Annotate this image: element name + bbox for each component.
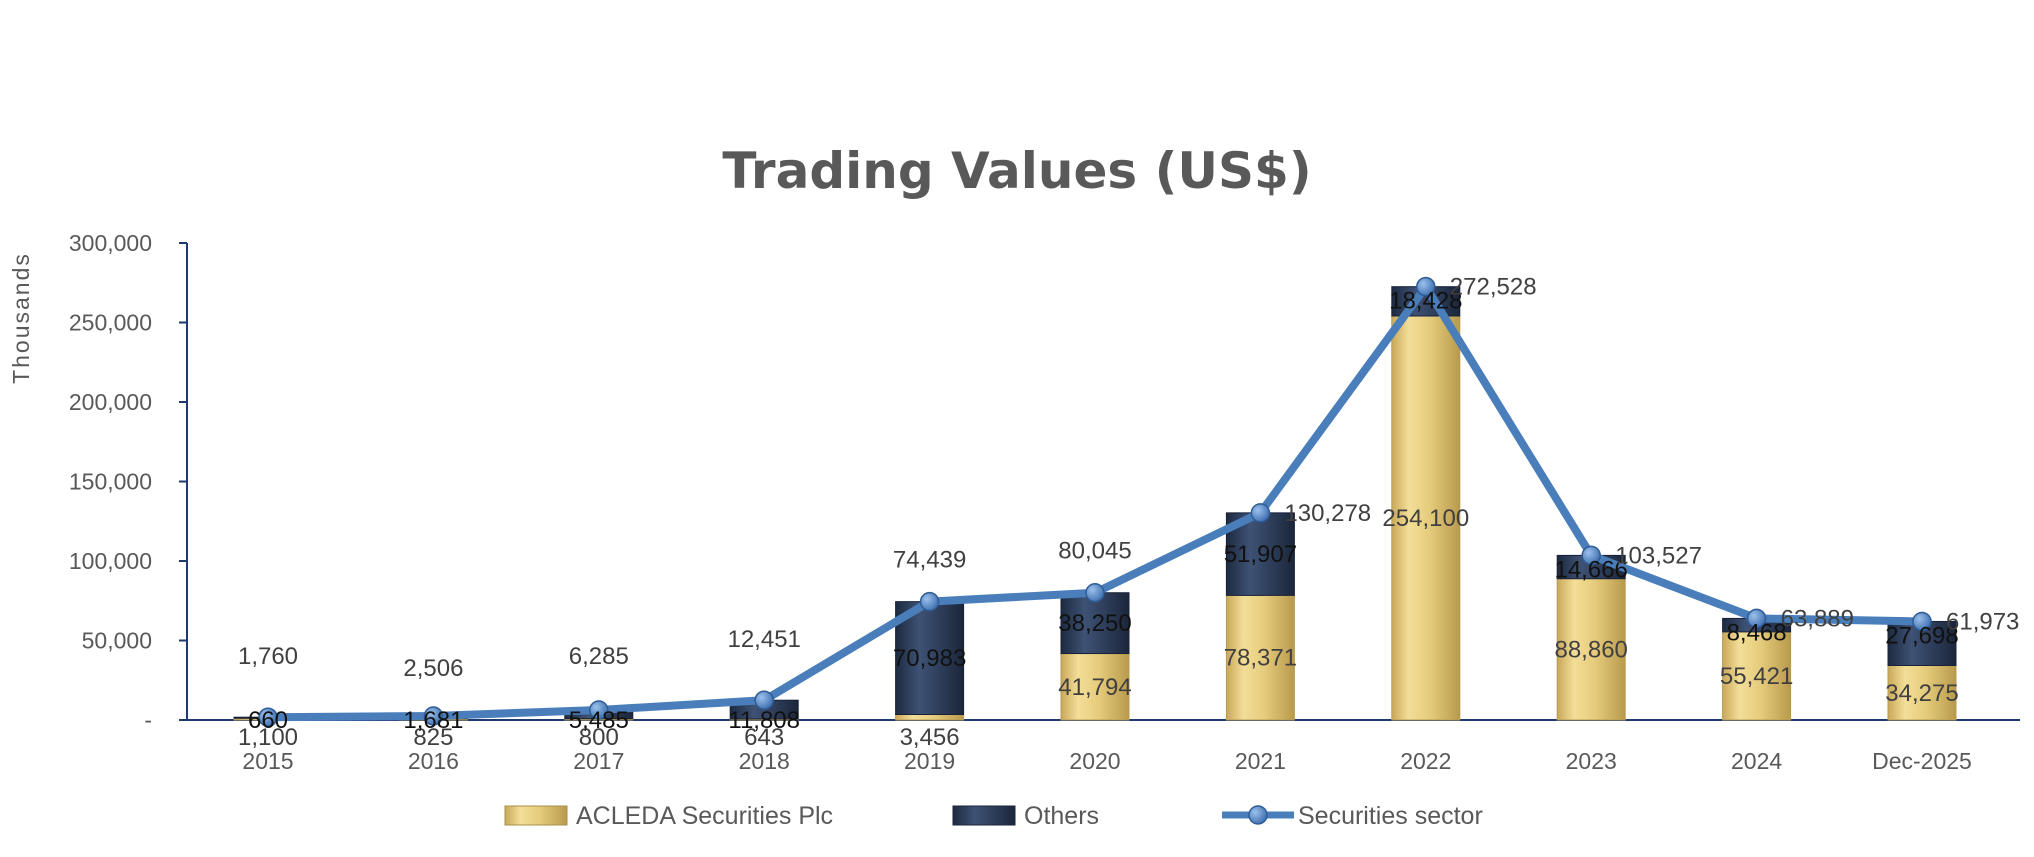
bar-acleda (1225, 594, 1295, 721)
bar-others (1060, 592, 1130, 655)
securities-sector-marker (589, 700, 609, 720)
data-label-others: 18,428 (1389, 288, 1462, 315)
data-label-acleda: 643 (744, 724, 784, 751)
securities-sector-marker (1250, 503, 1271, 523)
chart-title: Trading Values (US$) (722, 142, 1311, 200)
x-tick-label: 2022 (1400, 748, 1451, 774)
bar-acleda (1060, 653, 1130, 721)
data-label-others: 1,681 (403, 707, 463, 734)
data-label-securities-sector: 272,528 (1450, 274, 1537, 301)
data-label-acleda: 78,371 (1224, 645, 1297, 672)
securities-sector-marker (1581, 545, 1601, 566)
y-tick-label: 50,000 (82, 628, 152, 654)
bar-acleda (1722, 631, 1792, 721)
x-tick-label: 2019 (904, 748, 955, 774)
x-tick-label: 2024 (1731, 748, 1782, 774)
y-axis-label: Thousands (8, 252, 34, 384)
data-label-acleda: 3,456 (900, 724, 960, 751)
legend-swatch-acleda (504, 805, 568, 826)
data-label-acleda: 55,421 (1720, 663, 1793, 690)
data-label-securities-sector: 61,973 (1946, 608, 2019, 635)
securities-sector-marker (754, 690, 774, 710)
bar-others (895, 601, 965, 716)
y-tick-label: 300,000 (69, 230, 152, 256)
data-label-securities-sector: 103,527 (1615, 542, 1702, 569)
data-label-securities-sector: 63,889 (1781, 605, 1854, 632)
x-tick-label: 2015 (242, 748, 293, 774)
data-label-others: 70,983 (893, 645, 966, 672)
x-tick-label: 2021 (1235, 748, 1286, 774)
legend-item-acleda: ACLEDA Securities Plc (504, 802, 833, 830)
data-label-securities-sector: 130,278 (1284, 500, 1371, 527)
x-axis-ticks: 2015 2016 2017 2018 2019 2020 2021 2022 2023 2024… (242, 748, 1971, 774)
bar-acleda (895, 714, 965, 721)
x-tick-label: 2023 (1566, 748, 1617, 774)
data-label-others: 27,698 (1885, 622, 1958, 649)
bar-acleda (1556, 578, 1626, 721)
securities-sector-marker (1746, 608, 1767, 629)
securities-sector-marker (258, 707, 278, 727)
legend-label-acleda: ACLEDA Securities Plc (576, 802, 833, 830)
legend-label-securities-sector: Securities sector (1298, 802, 1483, 830)
line-series (258, 276, 1932, 727)
data-label-securities-sector: 80,045 (1058, 538, 1131, 565)
securities-sector-marker (423, 706, 444, 726)
legend-swatch-others (952, 805, 1016, 826)
x-tick-label: 2018 (739, 748, 790, 774)
data-label-securities-sector: 2,506 (403, 655, 463, 682)
data-label-acleda: 34,275 (1885, 680, 1958, 707)
y-axis-ticks: - 50,000 100,000 150,000 200,000 250,000 300,0… (69, 230, 187, 733)
data-label-acleda: 254,100 (1382, 505, 1469, 532)
data-label-acleda: 800 (579, 724, 619, 751)
securities-sector-marker (1912, 611, 1932, 632)
bar-acleda (1391, 315, 1461, 721)
legend-label-others: Others (1024, 802, 1099, 830)
data-label-others: 5,485 (569, 707, 629, 734)
legend-item-others: Others (952, 802, 1099, 830)
data-label-others: 14,666 (1554, 556, 1627, 583)
data-label-others: 38,250 (1058, 610, 1131, 637)
securities-sector-marker (1085, 582, 1105, 603)
y-tick-label: 100,000 (69, 548, 152, 574)
y-tick-label: 150,000 (69, 469, 152, 495)
data-label-others: 51,907 (1224, 541, 1297, 568)
data-label-others: 8,468 (1727, 619, 1787, 646)
x-tick-label: 2016 (408, 748, 459, 774)
data-label-acleda: 1,100 (238, 724, 298, 751)
y-tick-label: - (144, 707, 152, 733)
x-tick-label: 2017 (573, 748, 624, 774)
x-tick-label: 2020 (1069, 748, 1120, 774)
data-label-securities-sector: 1,760 (238, 643, 298, 670)
data-label-acleda: 41,794 (1058, 674, 1131, 701)
data-label-securities-sector: 74,439 (893, 547, 966, 574)
legend: ACLEDA Securities Plc Others Securities … (504, 802, 1483, 830)
bar-series (233, 286, 1957, 721)
legend-marker-securities-sector (1248, 805, 1268, 825)
securities-sector-marker (919, 591, 940, 612)
data-label-securities-sector: 6,285 (569, 643, 629, 670)
data-label-acleda: 825 (413, 724, 453, 751)
data-label-others: 11,808 (728, 707, 800, 734)
legend-item-securities-sector: Securities sector (1222, 802, 1483, 830)
data-label-acleda: 88,860 (1554, 636, 1627, 663)
securities-sector-marker (1416, 276, 1436, 297)
y-tick-label: 200,000 (69, 389, 152, 415)
data-label-others: 660 (248, 707, 288, 734)
data-label-securities-sector: 12,451 (727, 626, 800, 653)
x-tick-label: Dec-2025 (1872, 748, 1972, 774)
y-tick-label: 250,000 (69, 310, 152, 336)
